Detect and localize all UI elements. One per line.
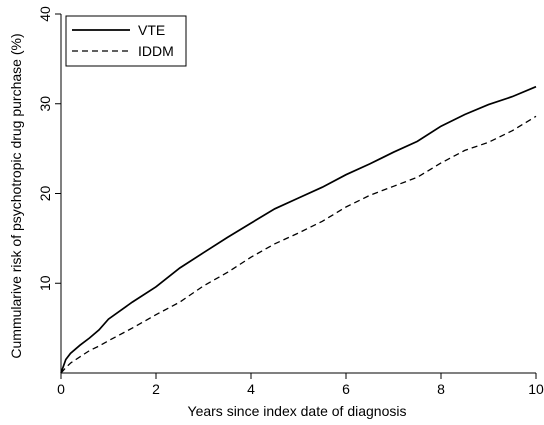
legend-box <box>65 15 187 67</box>
x-axis-label: Years since index date of diagnosis <box>188 403 407 419</box>
series-line-vte <box>60 85 537 374</box>
legend: VTE IDDM <box>65 15 187 67</box>
y-tick-label: 40 <box>37 6 53 22</box>
x-tick-label: 4 <box>247 381 255 397</box>
x-tick-label: 6 <box>342 381 350 397</box>
axes-layer: 0 2 4 6 8 10 10 20 30 40 <box>37 6 544 397</box>
series-layer <box>60 85 537 374</box>
x-tick-label: 0 <box>57 381 65 397</box>
series-line-iddm <box>60 115 537 374</box>
x-tick-label: 2 <box>152 381 160 397</box>
y-tick-label: 20 <box>37 186 53 202</box>
legend-label-vte: VTE <box>138 22 165 38</box>
x-tick-label: 10 <box>528 381 544 397</box>
x-tick-label: 8 <box>437 381 445 397</box>
y-axis-label: Cummularive risk of psychotropic drug pu… <box>8 33 24 358</box>
y-tick-label: 10 <box>37 275 53 291</box>
y-tick-label: 30 <box>37 96 53 112</box>
legend-label-iddm: IDDM <box>138 43 174 59</box>
